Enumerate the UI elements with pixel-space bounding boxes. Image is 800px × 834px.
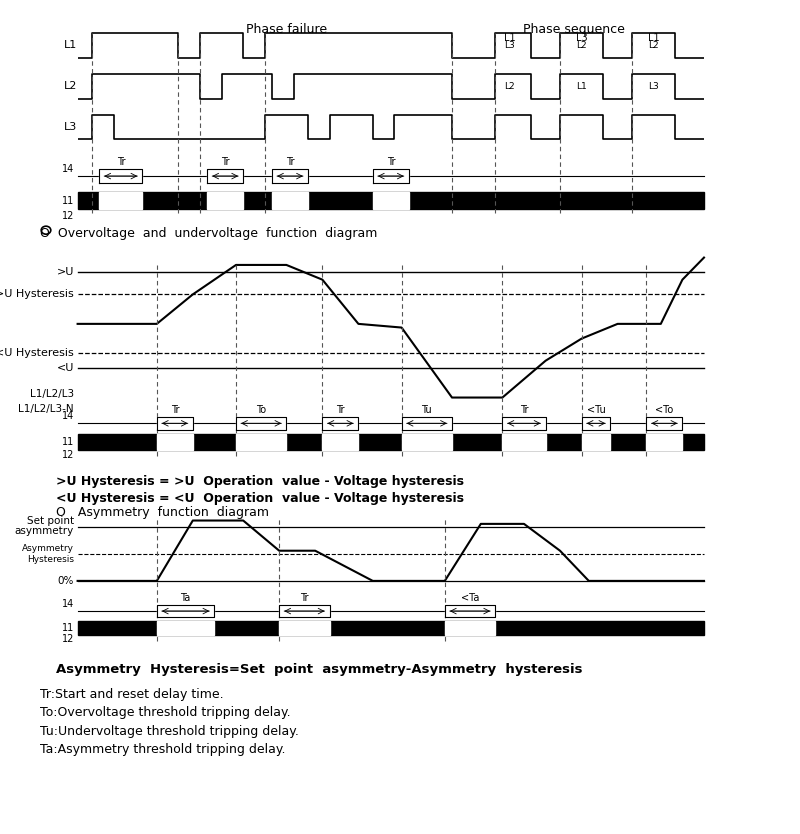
Text: asymmetry: asymmetry	[14, 525, 74, 535]
Text: Asymmetry
Hysteresis: Asymmetry Hysteresis	[22, 545, 74, 564]
Text: Ta: Ta	[181, 593, 190, 603]
Text: L1: L1	[648, 33, 659, 43]
Text: L2: L2	[504, 82, 515, 91]
Text: L3: L3	[576, 33, 587, 43]
Bar	[157, 417, 193, 430]
Bar	[157, 605, 214, 617]
Bar	[582, 434, 610, 450]
Bar	[78, 434, 704, 450]
Text: <To: <To	[655, 405, 674, 415]
Text: <Tu: <Tu	[586, 405, 606, 415]
Text: 0%: 0%	[58, 576, 74, 586]
Text: Phase failure: Phase failure	[246, 23, 327, 36]
Text: L1: L1	[576, 82, 587, 91]
Text: 11: 11	[62, 196, 74, 206]
Bar	[207, 168, 243, 183]
Text: >U: >U	[57, 268, 74, 277]
Bar	[402, 417, 452, 430]
Bar	[445, 605, 495, 617]
Bar	[207, 193, 243, 208]
Text: 12: 12	[62, 211, 74, 221]
Text: Tr: Tr	[336, 405, 345, 415]
Text: L1: L1	[64, 40, 78, 50]
Text: L2: L2	[576, 41, 587, 50]
Text: 14: 14	[62, 411, 74, 421]
Text: L1/L2/L3-N: L1/L2/L3-N	[18, 404, 74, 414]
Text: <U Hysteresis: <U Hysteresis	[0, 349, 74, 359]
Bar	[272, 168, 308, 183]
Text: To: To	[256, 405, 266, 415]
Text: 12: 12	[62, 450, 74, 460]
Text: Ta:Asymmetry threshold tripping delay.: Ta:Asymmetry threshold tripping delay.	[40, 743, 286, 756]
Text: Tu: Tu	[422, 405, 432, 415]
Bar	[402, 434, 452, 450]
Text: L2: L2	[64, 81, 78, 91]
Text: Tr:Start and reset delay time.: Tr:Start and reset delay time.	[40, 688, 224, 701]
Text: To:Overvoltage threshold tripping delay.: To:Overvoltage threshold tripping delay.	[40, 706, 290, 720]
Text: 12: 12	[62, 635, 74, 644]
Text: Tr: Tr	[170, 405, 179, 415]
Text: >U Hysteresis = >U  Operation  value - Voltage hysteresis: >U Hysteresis = >U Operation value - Vol…	[56, 475, 464, 489]
Bar	[279, 605, 330, 617]
Bar	[99, 168, 142, 183]
Text: Tr: Tr	[300, 593, 309, 603]
Text: Tr: Tr	[117, 157, 125, 167]
Bar	[373, 193, 409, 208]
Bar	[236, 434, 286, 450]
Text: Tu:Undervoltage threshold tripping delay.: Tu:Undervoltage threshold tripping delay…	[40, 725, 299, 738]
Text: >U Hysteresis: >U Hysteresis	[0, 289, 74, 299]
Bar	[99, 193, 142, 208]
Bar	[502, 434, 546, 450]
Bar	[646, 434, 682, 450]
Bar	[322, 434, 358, 450]
Text: L3: L3	[504, 41, 515, 50]
Text: L3: L3	[648, 82, 659, 91]
Bar	[236, 417, 286, 430]
Bar	[157, 621, 214, 635]
Bar	[272, 193, 308, 208]
Bar	[78, 621, 704, 635]
Text: L1/L2/L3: L1/L2/L3	[30, 389, 74, 399]
Text: Tr: Tr	[520, 405, 528, 415]
Text: 11: 11	[62, 623, 74, 633]
Text: L1: L1	[504, 33, 515, 43]
Text: Tr: Tr	[286, 157, 294, 167]
Bar	[582, 417, 610, 430]
Bar	[646, 417, 682, 430]
Text: Asymmetry  Hysteresis=Set  point  asymmetry-Asymmetry  hysteresis: Asymmetry Hysteresis=Set point asymmetry…	[56, 663, 582, 676]
Text: 14: 14	[62, 163, 74, 173]
Text: L3: L3	[64, 122, 78, 132]
Bar	[502, 417, 546, 430]
Text: <Ta: <Ta	[461, 593, 479, 603]
Bar	[279, 621, 330, 635]
Text: Phase sequence: Phase sequence	[523, 23, 626, 36]
Text: O   Asymmetry  function  diagram: O Asymmetry function diagram	[56, 506, 269, 520]
Text: <U Hysteresis = <U  Operation  value - Voltage hysteresis: <U Hysteresis = <U Operation value - Vol…	[56, 492, 464, 505]
Text: L2: L2	[648, 41, 659, 50]
Bar	[322, 417, 358, 430]
Text: 11: 11	[62, 437, 74, 447]
Text: O  Overvoltage  and  undervoltage  function  diagram: O Overvoltage and undervoltage function …	[40, 227, 378, 240]
Bar	[157, 434, 193, 450]
Text: <U: <U	[57, 363, 74, 373]
Bar	[445, 621, 495, 635]
Text: Set point: Set point	[27, 515, 74, 525]
Text: Tr: Tr	[221, 157, 230, 167]
Bar	[373, 168, 409, 183]
Bar	[78, 193, 704, 208]
Text: 14: 14	[62, 599, 74, 609]
Text: Tr: Tr	[386, 157, 395, 167]
